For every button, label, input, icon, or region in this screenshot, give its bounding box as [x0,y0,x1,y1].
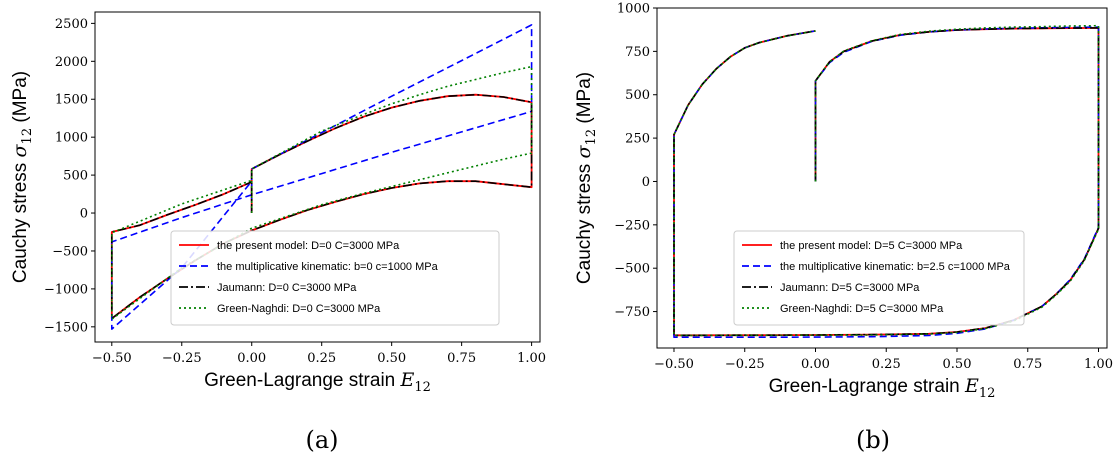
x-axis-title: Green-Lagrange strain E12 [769,375,996,401]
y-tick-label: 500 [63,169,88,184]
x-tick-label: 0.25 [872,357,901,372]
series-group [110,24,533,330]
y-tick-label: 500 [625,88,650,103]
x-tick-label: 0.50 [943,357,972,372]
legend-entry-label: the present model: D=5 C=3000 MPa [780,240,963,252]
legend-box [170,230,500,326]
y-tick-label: −1500 [44,320,88,335]
y-tick-label: 750 [625,45,650,60]
panel-label: (a) [305,426,338,454]
y-tick-label: −1000 [44,282,88,297]
y-tick-label: 1000 [55,131,88,146]
legend-entry-label: Jaumann: D=0 C=3000 MPa [217,282,357,294]
y-tick-label: 1500 [55,93,88,108]
y-tick-label: 2500 [55,17,88,32]
x-tick-label: 0.00 [237,351,266,366]
x-tick-label: 0.50 [377,351,406,366]
legend-box [733,230,1025,326]
legend-entry-label: the present model: D=0 C=3000 MPa [217,240,400,252]
legend-entry-label: the multiplicative kinematic: b=2.5 c=10… [780,261,1011,273]
x-tick-label: 0.25 [307,351,336,366]
plot-frame [94,11,541,343]
y-tick-label: 0 [80,207,88,222]
x-tick-label: 1.00 [1084,357,1113,372]
chart-panel-a: −0.50 −0.25 0.00 0.25 0.50 0.75 1.00 −1500 −1000… [9,11,546,454]
legend-entry-label: the multiplicative kinematic: b=0 c=1000… [217,261,439,273]
y-tick-label: −500 [614,262,650,277]
x-tick-label: −0.25 [162,351,202,366]
y-tick-label: 1000 [617,2,650,17]
legend-entry-label: Green-Naghdi: D=0 C=3000 MPa [217,303,381,315]
plot-frame [656,7,1108,349]
legend: the present model: D=0 C=3000 MPa the mul… [170,230,500,326]
x-tick-label: 1.00 [517,351,546,366]
y-tick-label: −500 [52,244,88,259]
panel-label: (b) [856,426,890,454]
legend: the present model: D=5 C=3000 MPa the mul… [733,230,1025,326]
x-axis-title: Green-Lagrange strain E12 [204,369,431,395]
x-tick-label: 0.00 [801,357,830,372]
series-line-4 [673,24,1100,337]
y-tick-label: 250 [625,132,650,147]
x-tick-label: −0.50 [654,357,694,372]
x-tick-label: −0.25 [725,357,765,372]
y-axis-title: Cauchy stress σ12 (MPa) [573,72,599,284]
y-tick-label: 0 [642,175,650,190]
series-group [673,24,1100,338]
y-tick-label: −750 [614,305,650,320]
x-tick-label: 0.75 [447,351,476,366]
y-tick-label: −250 [614,218,650,233]
y-axis-title: Cauchy stress σ12 (MPa) [9,71,35,283]
x-tick-label: 0.75 [1013,357,1042,372]
chart-panel-b: −0.50 −0.25 0.00 0.25 0.50 0.75 1.00 −750 −500 −2… [573,2,1113,455]
legend-entry-label: Green-Naghdi: D=5 C=3000 MPa [780,303,944,315]
y-tick-label: 2000 [55,55,88,70]
x-tick-label: −0.50 [92,351,132,366]
legend-entry-label: Jaumann: D=5 C=3000 MPa [780,282,920,294]
